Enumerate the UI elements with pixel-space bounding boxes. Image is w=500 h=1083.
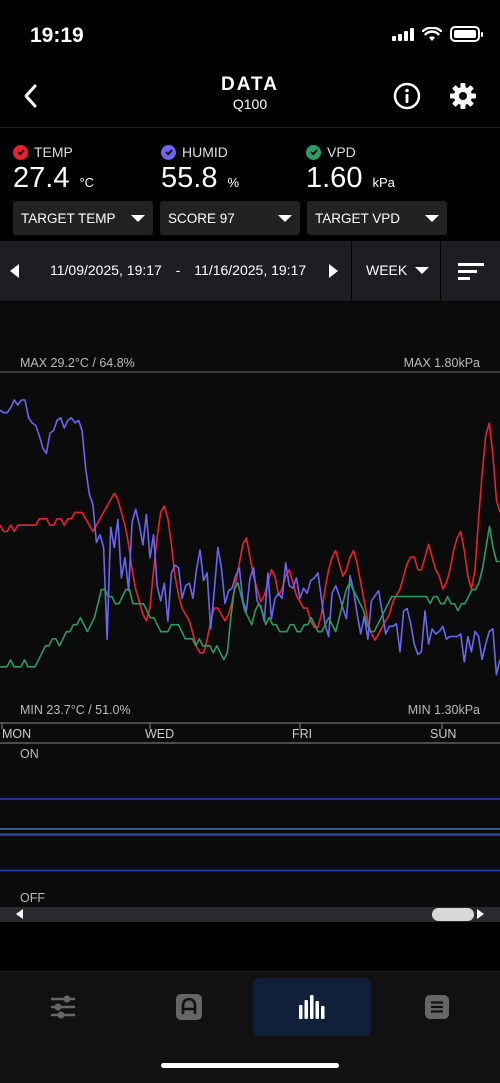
list-icon (425, 995, 449, 1019)
humid-value: 55.8 (161, 162, 218, 194)
letter-a-icon (176, 994, 202, 1020)
bar-chart-icon (299, 995, 325, 1019)
date-range[interactable]: 11/09/2025, 19:17 - 11/16/2025, 19:17 (50, 262, 306, 278)
on-label: ON (20, 747, 39, 761)
humid-unit: % (227, 175, 240, 190)
vpd-unit: kPa (372, 175, 395, 190)
min-left-label: MIN 23.7°C / 51.0% (20, 703, 131, 717)
temp-unit: °C (79, 175, 95, 190)
divider (440, 241, 441, 301)
scroll-left-icon[interactable] (16, 909, 23, 919)
period-label: WEEK (366, 262, 408, 278)
humid-series-line (0, 399, 500, 676)
humid-reading: HUMID 55.8 % (161, 144, 239, 195)
chevron-down-icon (425, 214, 439, 222)
dropdown-label: TARGET VPD (315, 210, 401, 226)
chart-scrollbar[interactable] (0, 907, 500, 922)
device-name: Q100 (232, 96, 268, 112)
off-label: OFF (20, 891, 45, 905)
period-dropdown[interactable]: WEEK (366, 262, 430, 278)
check-icon (306, 144, 321, 160)
score-dropdown[interactable]: SCORE 97 (160, 201, 300, 235)
vpd-label: VPD (327, 144, 356, 160)
tab-controls[interactable] (4, 978, 122, 1036)
max-right-label: MAX 1.80kPa (403, 356, 480, 370)
vpd-series-line (0, 525, 500, 668)
chevron-down-icon (278, 214, 292, 222)
humid-label: HUMID (182, 144, 228, 160)
x-tick-label: FRI (292, 727, 313, 741)
status-icons (392, 26, 483, 42)
scroll-right-icon[interactable] (477, 909, 484, 919)
cellular-signal-icon (392, 27, 414, 41)
sensor-chart[interactable] (0, 302, 500, 907)
next-range-icon[interactable] (329, 264, 338, 278)
scroll-thumb[interactable] (432, 908, 474, 921)
target-temp-dropdown[interactable]: TARGET TEMP (13, 201, 153, 235)
back-arrow-icon[interactable] (20, 82, 42, 110)
previous-range-icon[interactable] (10, 264, 19, 278)
status-time: 19:19 (30, 24, 84, 47)
header-divider (0, 127, 500, 128)
tab-menu[interactable] (378, 978, 496, 1036)
tab-automation[interactable] (130, 978, 248, 1036)
range-start: 11/09/2025, 19:17 (50, 262, 162, 278)
divider (351, 241, 352, 301)
date-range-bar: 11/09/2025, 19:17 - 11/16/2025, 19:17 WE… (0, 241, 500, 301)
sliders-icon (50, 995, 76, 1019)
temp-series-line (0, 422, 500, 654)
check-icon (13, 144, 28, 160)
dropdown-label: SCORE 97 (168, 210, 235, 226)
app-header: DATA Q100 (0, 66, 500, 126)
tab-data[interactable] (253, 978, 371, 1036)
x-tick-label: WED (145, 727, 175, 741)
target-vpd-dropdown[interactable]: TARGET VPD (307, 201, 447, 235)
temp-reading: TEMP 27.4 °C (13, 144, 94, 195)
max-left-label: MAX 29.2°C / 64.8% (20, 356, 135, 370)
battery-icon (450, 26, 483, 42)
x-tick-label: MON (2, 727, 32, 741)
wifi-icon (422, 26, 442, 41)
chevron-down-icon (131, 214, 145, 222)
temp-value: 27.4 (13, 162, 70, 194)
sort-icon[interactable] (458, 261, 484, 281)
page-title: DATA (221, 74, 279, 95)
temp-label: TEMP (34, 144, 73, 160)
chart-area (0, 302, 500, 922)
chevron-down-icon (415, 266, 430, 274)
vpd-value: 1.60 (306, 162, 363, 194)
vpd-reading: VPD 1.60 kPa (306, 144, 395, 195)
range-end: 11/16/2025, 19:17 (194, 262, 307, 278)
x-tick-label: SUN (430, 727, 457, 741)
min-right-label: MIN 1.30kPa (407, 703, 480, 717)
gear-icon[interactable] (448, 81, 478, 111)
home-indicator (161, 1063, 339, 1068)
info-icon[interactable] (392, 81, 422, 111)
dropdown-label: TARGET TEMP (21, 210, 116, 226)
check-icon (161, 144, 176, 160)
range-separator: - (175, 262, 181, 278)
status-bar: 19:19 (0, 0, 500, 66)
